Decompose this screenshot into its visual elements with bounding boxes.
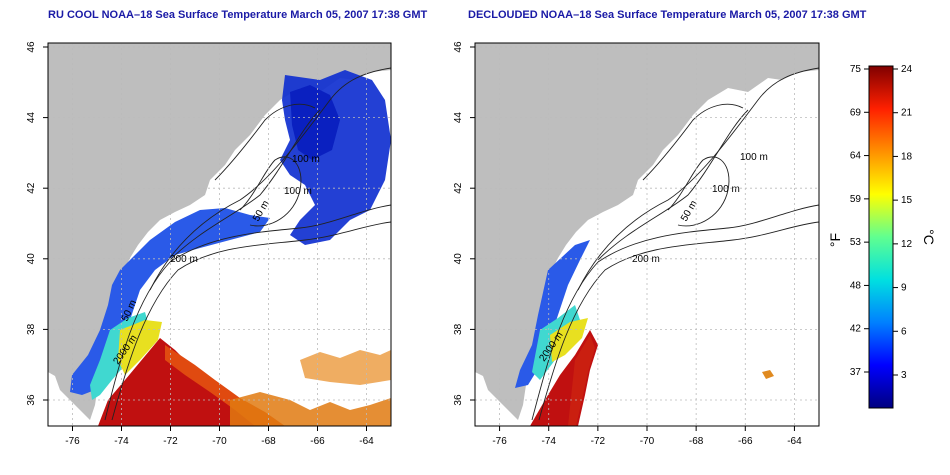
small-warm-patch [762,370,774,379]
latitude-tick-label: 38 [453,323,464,335]
latitude-tick-label: 42 [26,182,37,194]
warm-front-yellow [118,320,162,375]
celsius-tick-label: 18 [901,151,913,162]
lat-lon-grid [475,43,819,426]
fahrenheit-tick-label: 42 [850,324,862,335]
latitude-ticks: 46 44 42 40 38 36 [26,41,48,406]
depth-label: 200 m [632,254,660,265]
depth-label: 100 m [740,152,768,163]
fahrenheit-ticks: 75 69 64 59 53 48 42 37 [850,64,869,378]
gulf-stream-edge [568,335,595,426]
fahrenheit-tick-label: 37 [850,367,862,378]
depth-contours [531,67,819,421]
shelf-water-blue [70,208,270,395]
fahrenheit-tick-label: 48 [850,280,862,291]
shelf-water-blue [515,240,590,388]
gulf-stream-edge [165,345,285,426]
longitude-tick-label: -68 [261,436,276,447]
celsius-tick-label: 3 [901,370,907,381]
celsius-tick-label: 9 [901,283,907,294]
right-sst-map: 100 m 100 m 50 m 200 m 2000 m -76 -74 -72-… [453,41,820,447]
latitude-tick-label: 46 [453,41,464,53]
latitude-tick-label: 40 [453,253,464,265]
fahrenheit-tick-label: 69 [850,107,862,118]
longitude-tick-label: -66 [738,436,753,447]
colorbar-gradient [868,65,894,409]
fahrenheit-unit: °F [827,233,843,247]
warm-patches-2 [300,350,391,385]
longitude-tick-label: -70 [640,436,655,447]
celsius-tick-label: 21 [901,108,913,119]
celsius-ticks: 24 21 18 15 12 9 6 3 [893,64,913,381]
left-map-title: RU COOL NOAA–18 Sea Surface Temperature … [48,9,428,21]
longitude-tick-label: -70 [212,436,227,447]
longitude-tick-label: -72 [591,436,606,447]
land-mass [48,43,391,420]
depth-label: 100 m [712,184,740,195]
longitude-tick-label: -72 [163,436,178,447]
warm-patches [230,392,391,426]
latitude-tick-label: 38 [26,323,37,335]
longitude-tick-label: -66 [310,436,325,447]
depth-label: 200 m [170,254,198,265]
temperature-colorbar: 75 69 64 59 53 48 42 37 24 21 18 15 12 9 6 3 °F °C [827,64,937,409]
longitude-tick-label: -64 [359,436,374,447]
celsius-tick-label: 24 [901,64,913,75]
right-map-title: DECLOUDED NOAA–18 Sea Surface Temperatur… [468,9,867,21]
fahrenheit-tick-label: 75 [850,64,862,75]
latitude-tick-label: 36 [26,394,37,406]
depth-label: 100 m [284,186,312,197]
latitude-tick-label: 42 [453,182,464,194]
latitude-ticks: 46 44 42 40 38 36 [453,41,475,406]
latitude-tick-label: 36 [453,394,464,406]
lat-lon-grid [48,43,391,426]
celsius-tick-label: 15 [901,195,913,206]
latitude-tick-label: 44 [26,112,37,124]
latitude-tick-label: 40 [26,253,37,265]
longitude-ticks: -76 -74 -72 -70 -68 -66 -64 [492,426,802,447]
longitude-tick-label: -76 [492,436,507,447]
fahrenheit-tick-label: 53 [850,237,862,248]
fahrenheit-tick-label: 59 [850,194,862,205]
latitude-tick-label: 46 [26,41,37,53]
left-sst-map: 100 m 100 m 50 m 200 m 50 m 2000 m -76 -7… [26,41,392,447]
celsius-tick-label: 12 [901,239,913,250]
longitude-tick-label: -68 [689,436,704,447]
longitude-tick-label: -74 [114,436,129,447]
celsius-tick-label: 6 [901,326,907,337]
longitude-tick-label: -76 [65,436,80,447]
longitude-ticks: -76 -74 -72 -70 -68 -66 -64 [65,426,374,447]
land-mass [475,43,819,420]
fahrenheit-tick-label: 64 [850,151,862,162]
celsius-unit: °C [921,229,937,245]
longitude-tick-label: -64 [787,436,802,447]
longitude-tick-label: -74 [541,436,556,447]
latitude-tick-label: 44 [453,112,464,124]
depth-label: 100 m [292,154,320,165]
depth-contours [104,67,391,421]
